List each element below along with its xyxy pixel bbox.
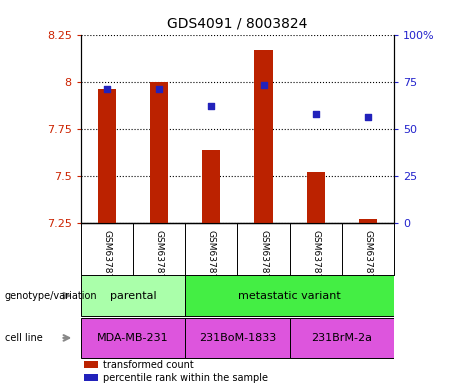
Text: parental: parental <box>110 291 156 301</box>
Text: MDA-MB-231: MDA-MB-231 <box>97 333 169 343</box>
Point <box>155 86 163 92</box>
Point <box>364 114 372 121</box>
Bar <box>84 374 98 381</box>
Bar <box>81 318 185 358</box>
Point <box>312 111 319 117</box>
Text: metastatic variant: metastatic variant <box>238 291 341 301</box>
Text: GSM637874: GSM637874 <box>207 230 216 285</box>
Text: percentile rank within the sample: percentile rank within the sample <box>103 372 268 382</box>
Text: GSM637872: GSM637872 <box>102 230 111 285</box>
Bar <box>307 172 325 223</box>
Bar <box>81 275 185 316</box>
Text: 231BrM-2a: 231BrM-2a <box>312 333 372 343</box>
Bar <box>202 150 220 223</box>
Bar <box>84 361 98 368</box>
Text: transformed count: transformed count <box>103 359 193 369</box>
Text: GSM637876: GSM637876 <box>311 230 320 285</box>
Text: 231BoM-1833: 231BoM-1833 <box>199 333 276 343</box>
Bar <box>254 50 272 223</box>
Bar <box>359 219 377 223</box>
Text: GSM637875: GSM637875 <box>259 230 268 285</box>
Bar <box>185 318 290 358</box>
Bar <box>150 82 168 223</box>
Text: genotype/variation: genotype/variation <box>5 291 97 301</box>
Title: GDS4091 / 8003824: GDS4091 / 8003824 <box>167 17 307 31</box>
Bar <box>185 275 394 316</box>
Point <box>207 103 215 109</box>
Bar <box>98 89 116 223</box>
Text: GSM637873: GSM637873 <box>154 230 164 285</box>
Text: cell line: cell line <box>5 333 42 343</box>
Text: GSM637877: GSM637877 <box>364 230 372 285</box>
Point <box>260 82 267 88</box>
Bar <box>290 318 394 358</box>
Point <box>103 86 111 92</box>
